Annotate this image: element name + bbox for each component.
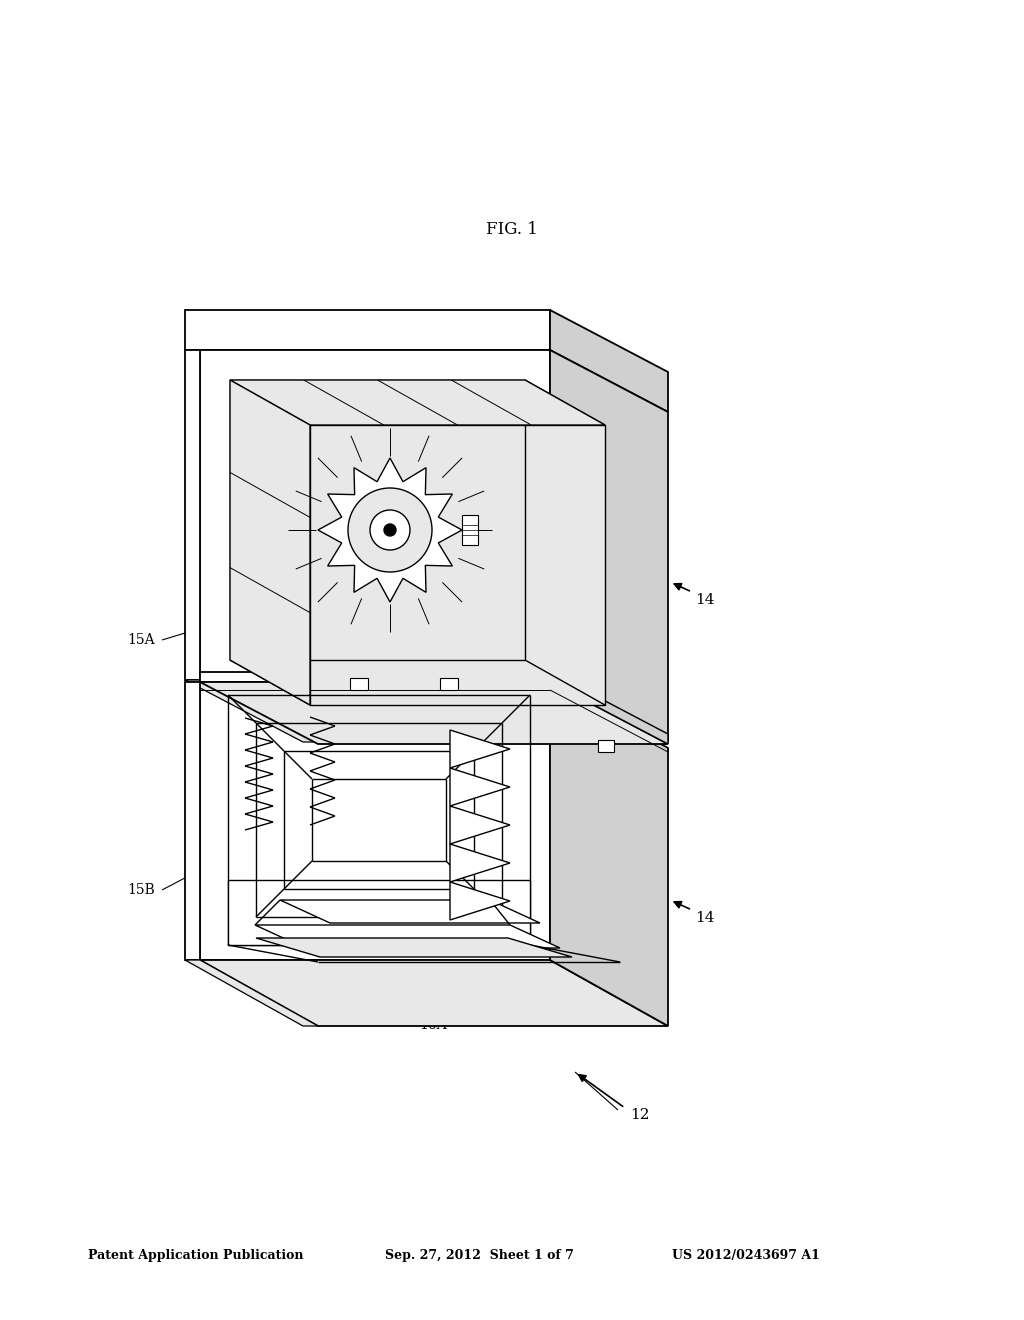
Text: 24: 24 [492,458,510,473]
Text: 26D: 26D [376,760,404,774]
Polygon shape [200,682,550,960]
Polygon shape [450,882,510,920]
Polygon shape [185,960,318,1026]
Text: 22: 22 [293,420,310,434]
Text: 18: 18 [530,539,548,552]
Text: 16C: 16C [240,817,268,832]
Text: 16A: 16A [419,1018,446,1032]
Polygon shape [550,682,668,1026]
Text: 26B: 26B [530,858,558,873]
Polygon shape [185,310,550,350]
Polygon shape [200,672,550,682]
Polygon shape [450,730,510,768]
Polygon shape [200,350,550,680]
Polygon shape [318,458,462,602]
Text: 12: 12 [630,1107,649,1122]
Text: 15A: 15A [127,634,155,647]
Text: 14: 14 [695,593,715,607]
Circle shape [348,488,432,572]
Text: Sep. 27, 2012  Sheet 1 of 7: Sep. 27, 2012 Sheet 1 of 7 [385,1249,573,1262]
Text: 26C: 26C [240,788,268,803]
Polygon shape [185,682,200,960]
Polygon shape [228,880,530,945]
Polygon shape [185,680,318,742]
Polygon shape [185,350,668,412]
Polygon shape [200,680,668,742]
Polygon shape [185,350,200,680]
Polygon shape [550,350,668,742]
Text: Patent Application Publication: Patent Application Publication [88,1249,303,1262]
Polygon shape [200,960,668,1026]
Text: 26A: 26A [310,998,338,1012]
Polygon shape [310,425,605,705]
Polygon shape [450,807,510,843]
Polygon shape [450,768,510,807]
Text: 20: 20 [321,458,338,473]
Circle shape [384,524,396,536]
Text: FIG. 1: FIG. 1 [486,222,538,239]
Text: 15B: 15B [127,883,155,898]
Polygon shape [230,380,605,425]
Polygon shape [256,939,572,957]
Polygon shape [550,310,668,412]
Text: 16B: 16B [610,888,638,902]
Text: 16D: 16D [555,813,584,828]
Polygon shape [450,843,510,882]
Polygon shape [255,925,560,948]
Polygon shape [350,678,368,690]
Circle shape [370,510,410,550]
Polygon shape [200,682,668,744]
Polygon shape [440,678,458,690]
Polygon shape [462,515,478,545]
Polygon shape [550,672,668,744]
Text: 14: 14 [695,911,715,925]
Polygon shape [230,380,310,705]
Text: US 2012/0243697 A1: US 2012/0243697 A1 [672,1249,820,1262]
Polygon shape [280,900,540,923]
Polygon shape [598,741,614,752]
